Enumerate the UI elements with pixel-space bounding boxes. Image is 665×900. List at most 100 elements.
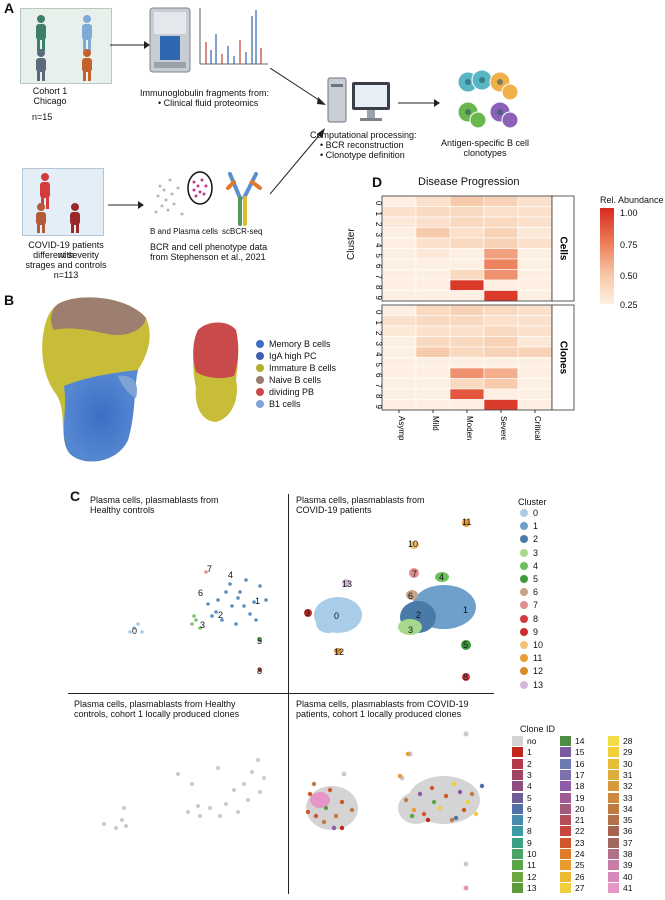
heatmap-cell (415, 216, 451, 228)
heatmap-cell (449, 346, 485, 358)
clone-swatch (560, 769, 571, 780)
clone-legend-item: 18 (560, 781, 584, 792)
clone-legend-label: 5 (527, 792, 532, 803)
heatmap-row-label: 8 (374, 394, 383, 399)
heatmap-cell (381, 399, 417, 411)
clone-swatch (608, 803, 619, 814)
arrow-icon (110, 41, 150, 49)
cluster-legend-label: 10 (533, 640, 544, 650)
heatmap-cell (483, 388, 519, 400)
legend-item-memory-b: Memory B cells (256, 339, 331, 349)
clone-swatch (608, 849, 619, 859)
heatmap-cell (517, 258, 553, 270)
cluster-swatch (520, 535, 528, 544)
cluster-label-7: 7 (412, 569, 417, 579)
legend-swatch (256, 376, 264, 384)
clone-swatch (608, 758, 619, 769)
heatmap-row-label: 5 (374, 363, 383, 368)
clone-legend-item: 21 (560, 815, 584, 826)
heatmap-x-label: Mild (431, 416, 440, 431)
heatmap-cell (483, 216, 519, 228)
cluster-label-4: 4 (228, 570, 233, 580)
cluster-swatch (520, 561, 528, 570)
clone-legend-label: 13 (527, 882, 537, 893)
clone-swatch (608, 781, 619, 792)
heatmap-cell (517, 336, 553, 348)
ig-fragments-title: Immunoglobulin fragments from: (140, 88, 270, 98)
heatmap-row-label: 0 (374, 310, 383, 315)
heatmap-cell (449, 258, 485, 270)
clone-legend-label: 28 (623, 736, 633, 746)
n113-label: n=113 (53, 270, 79, 280)
clone-legend-item: 15 (560, 747, 584, 758)
clone-legend-item: 30 (608, 758, 632, 769)
cluster-label-8: 8 (257, 666, 262, 676)
cluster-legend-item: 13 (520, 680, 543, 690)
heatmap-cell (381, 216, 417, 228)
clone-legend-label: 27 (575, 882, 585, 893)
clone-swatch (560, 871, 571, 882)
clone-swatch (512, 758, 523, 769)
cluster-legend-label: 7 (533, 600, 539, 611)
arrow-icon (398, 99, 440, 107)
heatmap-cell (483, 206, 519, 218)
clone-swatch (512, 792, 523, 803)
heatmap-title: Disease Progression (418, 176, 520, 188)
clone-legend-label: 35 (623, 815, 633, 826)
heatmap-cell (483, 315, 519, 327)
heatmap-cell (483, 290, 519, 302)
heatmap-cell (381, 304, 417, 316)
clone-legend-label: 39 (623, 860, 633, 871)
heatmap-cell (381, 258, 417, 270)
colorbar-tick-3: 0.50 (620, 271, 638, 281)
clone-legend-label: 40 (623, 871, 633, 882)
covid-figures-box (22, 168, 104, 236)
panel-d-letter: D (372, 174, 383, 190)
clone-legend-label: 11 (527, 860, 536, 871)
heatmap-cell (483, 195, 519, 207)
clone-legend-item: 7 (512, 815, 532, 826)
cluster-legend-label: 4 (533, 560, 539, 571)
cluster-swatch (520, 667, 528, 676)
n15-label: n=15 (32, 112, 53, 122)
heatmap-cell (381, 279, 417, 291)
heatmap-facet-strip (551, 195, 575, 302)
clone-swatch (560, 837, 571, 848)
panel-b-letter: B (4, 292, 15, 308)
heatmap-cell (415, 227, 451, 239)
clone-swatch (560, 736, 571, 746)
arrow-icon (108, 201, 144, 209)
cluster-label-0: 0 (334, 611, 339, 621)
clone-legend-label: 29 (623, 747, 633, 758)
clone-legend-item: 37 (608, 837, 632, 848)
clone-legend-item: 34 (608, 803, 632, 814)
clone-legend-item: 6 (512, 803, 532, 814)
q3-title-2: controls, cohort 1 locally produced clon… (74, 709, 240, 719)
cluster-legend-item: 3 (520, 548, 538, 558)
cluster-swatch (520, 627, 528, 636)
clone-legend-item: 9 (512, 837, 532, 848)
cluster-legend-label: 6 (533, 587, 539, 598)
heatmap-cell (415, 248, 451, 260)
heatmap-cell (381, 367, 417, 379)
heatmap-cell (517, 269, 553, 281)
heatmap-x-label: Critical (533, 416, 542, 440)
heatmap-row-label: 0 (374, 201, 383, 206)
heatmap-row-label: 6 (374, 264, 383, 269)
antigen-label-2: clonotypes (463, 148, 507, 158)
cluster-legend-item: 6 (520, 587, 538, 597)
clone-legend-item: 5 (512, 792, 532, 803)
clone-legend-label: 10 (527, 849, 537, 859)
heatmap-cell (483, 269, 519, 281)
heatmap-cell (449, 315, 485, 327)
cluster-label-8: 8 (463, 672, 468, 682)
heatmap-cell (517, 399, 553, 411)
comp-b2-text: Clonotype definition (325, 150, 405, 160)
clone-swatch (512, 837, 523, 848)
heatmap-cell (415, 325, 451, 337)
heatmap-facet-label: Cells (557, 237, 568, 261)
clone-legend-item: 4 (512, 781, 532, 792)
cluster-label-13: 13 (342, 579, 352, 589)
cluster-label-9: 9 (305, 608, 310, 618)
heatmap-cell (517, 290, 553, 302)
